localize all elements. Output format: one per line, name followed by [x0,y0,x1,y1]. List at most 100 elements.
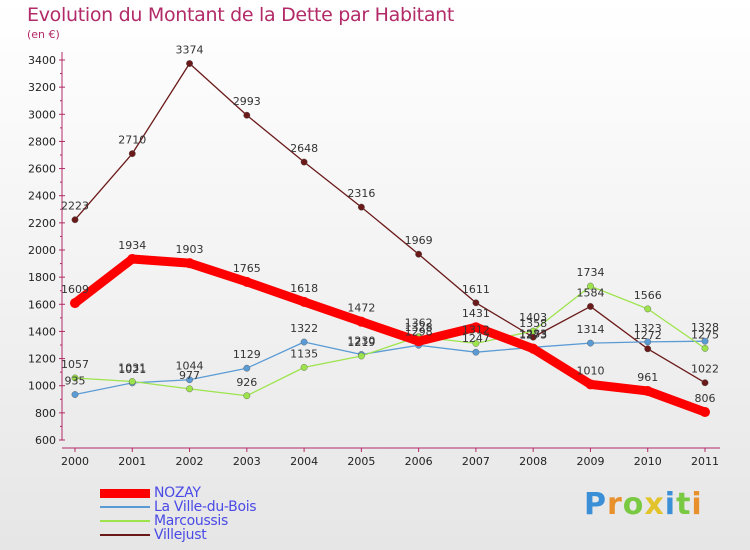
series-line-nozay [70,254,710,417]
x-tick-label: 2007 [462,455,490,468]
data-point [241,276,252,287]
data-label: 1609 [61,283,89,296]
data-point [587,282,594,290]
data-label: 1328 [405,321,433,334]
y-tick-label: 3200 [28,81,56,94]
data-label: 1010 [576,364,604,377]
legend-swatch [100,488,150,498]
data-point [300,363,308,371]
data-label: 1135 [290,347,318,360]
x-tick-label: 2003 [233,455,261,468]
logo-letter: t [676,487,692,522]
data-point [186,376,193,384]
chart-title: Evolution du Montant de la Dette par Hab… [27,4,455,26]
legend-label: Villejust [154,527,207,543]
data-label: 977 [179,369,200,382]
data-label: 961 [637,371,658,384]
y-tick-label: 1600 [28,298,56,311]
data-point [186,385,193,393]
logo-letter: i [664,487,677,522]
data-label: 1322 [290,322,318,335]
logo-letter: i [691,487,703,522]
x-tick-label: 2004 [290,455,318,468]
x-tick-label: 2011 [691,455,719,468]
y-tick-label: 3400 [28,54,56,67]
data-point [528,343,539,354]
logo-letter: o [622,487,645,522]
data-point [587,339,594,347]
data-point [357,352,365,360]
data-label: 1022 [691,363,719,376]
data-label: 1273 [519,329,547,342]
data-label: 1611 [462,283,490,296]
data-point [701,379,709,387]
data-label: 2223 [61,200,89,213]
data-label: 1312 [462,323,490,336]
data-label: 1472 [347,302,375,315]
data-label: 1057 [61,358,89,371]
data-point [644,338,652,346]
data-point [356,316,367,327]
y-tick-label: 2200 [28,217,56,230]
data-point [300,158,308,166]
data-label: 2316 [347,187,375,200]
data-point [644,345,652,353]
data-point [243,364,251,372]
data-label: 1323 [634,322,662,335]
data-point [299,296,310,307]
data-point [300,338,308,346]
data-label: 1765 [233,262,261,275]
logo-letter: P [584,487,607,522]
data-label: 2993 [233,95,261,108]
data-label: 1275 [691,328,719,341]
y-tick-label: 3000 [28,108,56,121]
x-tick-label: 2006 [405,455,433,468]
legend: NOZAY La Ville-du-Bois Marcoussis Villejust [100,485,257,543]
data-label: 1283 [519,327,547,340]
data-label: 1969 [405,234,433,247]
data-label: 1903 [176,243,204,256]
data-point [701,344,709,352]
data-point [243,392,251,400]
x-tick-label: 2005 [347,455,375,468]
data-point [70,298,80,309]
data-label: 1247 [462,332,490,345]
data-point [128,150,136,158]
data-label: 1618 [290,282,318,295]
y-tick-label: 2000 [28,244,56,257]
series-line-villejust [74,62,706,384]
data-point [415,250,423,258]
data-point [470,322,481,333]
legend-label: Marcoussis [154,513,229,529]
legend-label: NOZAY [154,485,201,501]
data-label: 2648 [290,142,318,155]
x-tick-label: 2008 [519,455,547,468]
proxiti-logo: Proxiti [584,487,703,522]
data-label: 1031 [118,362,146,375]
legend-item: Villejust [100,527,256,543]
legend-swatch [100,534,150,536]
data-label: 935 [65,375,86,388]
data-label: 1129 [233,348,261,361]
legend-swatch [100,520,150,522]
data-point [472,339,480,347]
data-label: 3374 [176,44,204,57]
y-tick-label: 2600 [28,163,56,176]
data-point [529,327,537,335]
logo-letter: x [644,487,665,522]
series-line-marcoussis [74,285,706,397]
data-label: 806 [695,392,716,405]
data-label: 1219 [347,336,375,349]
axes: 600 800 1000 1200 1400 1600 1800 2000 2200 2400 26… [28,52,720,468]
data-label: 1298 [405,325,433,338]
y-tick-label: 600 [35,434,56,447]
data-label: 1584 [576,286,604,299]
data-point [71,216,79,224]
data-point [186,60,193,67]
y-tick-label: 2800 [28,135,56,148]
data-point [472,299,480,307]
x-tick-label: 2009 [576,455,604,468]
data-point [472,348,480,356]
data-point [243,111,251,119]
